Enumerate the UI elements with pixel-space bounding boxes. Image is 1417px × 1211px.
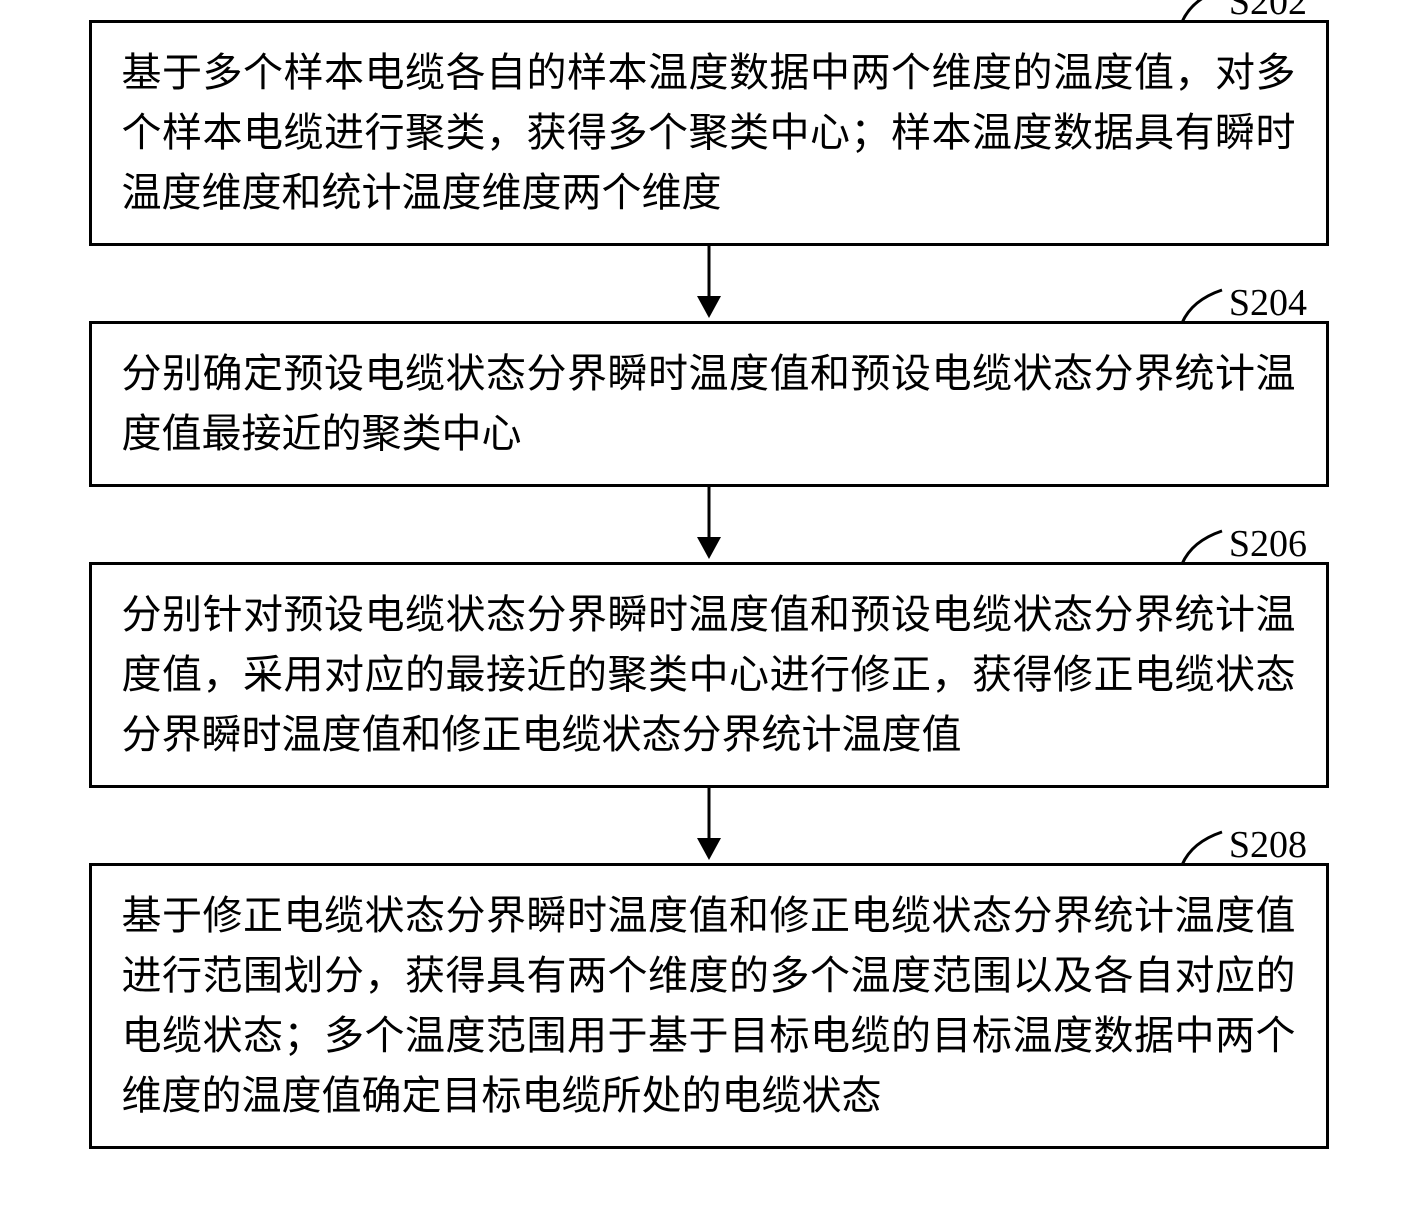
arrow-container: [689, 487, 729, 562]
step-label-s204: S204: [1177, 281, 1307, 325]
step-wrapper-s206: S206 分别针对预设电缆状态分界瞬时温度值和预设电缆状态分界统计温度值，采用对…: [50, 562, 1367, 788]
arrow-down-icon: [689, 487, 729, 562]
arrow-down-icon: [689, 788, 729, 863]
step-wrapper-s202: S202 基于多个样本电缆各自的样本温度数据中两个维度的温度值，对多个样本电缆进…: [50, 20, 1367, 246]
arrow-down-icon: [689, 246, 729, 321]
step-text-s206: 分别针对预设电缆状态分界瞬时温度值和预设电缆状态分界统计温度值，采用对应的最接近…: [122, 585, 1296, 765]
step-label-s208: S208: [1177, 823, 1307, 867]
step-text-s204: 分别确定预设电缆状态分界瞬时温度值和预设电缆状态分界统计温度值最接近的聚类中心: [122, 344, 1296, 464]
label-curve-icon: [1177, 827, 1227, 867]
step-box-s208: 基于修正电缆状态分界瞬时温度值和修正电缆状态分界统计温度值进行范围划分，获得具有…: [89, 863, 1329, 1149]
label-curve-icon: [1177, 526, 1227, 566]
label-text-s208: S208: [1229, 823, 1307, 867]
step-wrapper-s204: S204 分别确定预设电缆状态分界瞬时温度值和预设电缆状态分界统计温度值最接近的…: [50, 321, 1367, 487]
step-text-s208: 基于修正电缆状态分界瞬时温度值和修正电缆状态分界统计温度值进行范围划分，获得具有…: [122, 886, 1296, 1126]
step-box-s202: 基于多个样本电缆各自的样本温度数据中两个维度的温度值，对多个样本电缆进行聚类，获…: [89, 20, 1329, 246]
step-label-s206: S206: [1177, 522, 1307, 566]
step-box-s206: 分别针对预设电缆状态分界瞬时温度值和预设电缆状态分界统计温度值，采用对应的最接近…: [89, 562, 1329, 788]
step-label-s202: S202: [1177, 0, 1307, 24]
arrow-container: [689, 246, 729, 321]
label-text-s206: S206: [1229, 522, 1307, 566]
step-text-s202: 基于多个样本电缆各自的样本温度数据中两个维度的温度值，对多个样本电缆进行聚类，获…: [122, 43, 1296, 223]
label-curve-icon: [1177, 0, 1227, 24]
arrow-container: [689, 788, 729, 863]
label-curve-icon: [1177, 285, 1227, 325]
step-wrapper-s208: S208 基于修正电缆状态分界瞬时温度值和修正电缆状态分界统计温度值进行范围划分…: [50, 863, 1367, 1149]
label-text-s204: S204: [1229, 281, 1307, 325]
step-box-s204: 分别确定预设电缆状态分界瞬时温度值和预设电缆状态分界统计温度值最接近的聚类中心: [89, 321, 1329, 487]
flowchart-container: S202 基于多个样本电缆各自的样本温度数据中两个维度的温度值，对多个样本电缆进…: [50, 20, 1367, 1149]
label-text-s202: S202: [1229, 0, 1307, 24]
